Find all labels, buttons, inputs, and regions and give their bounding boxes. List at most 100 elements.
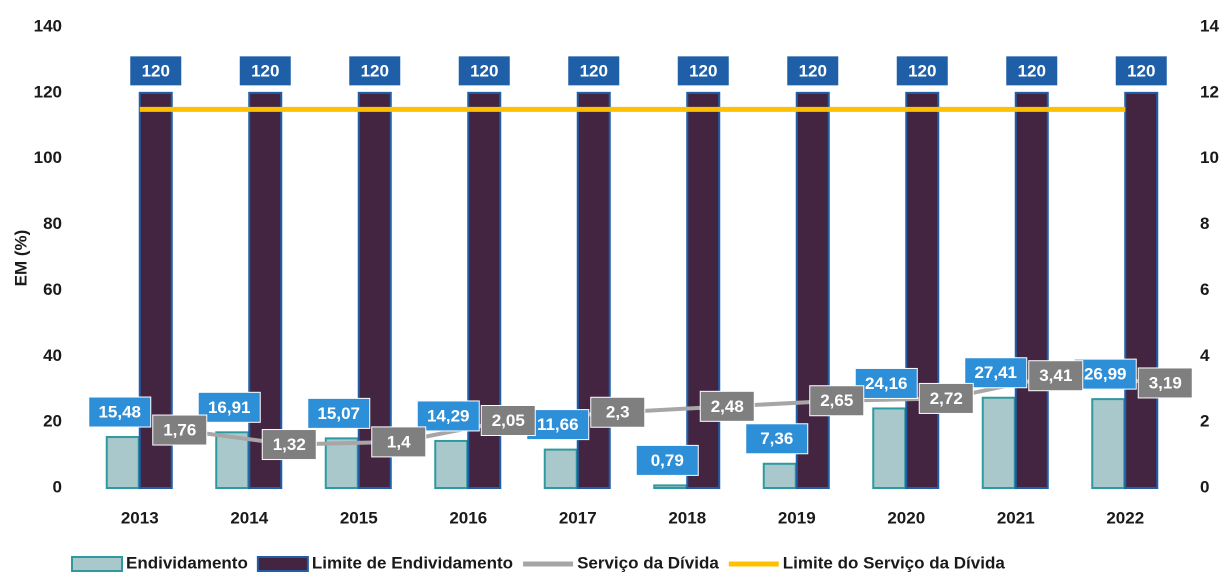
data-label: 7,36	[760, 429, 793, 448]
legend-swatch	[256, 556, 309, 572]
data-label: 120	[799, 61, 827, 80]
bar	[1014, 91, 1049, 489]
data-label-box	[457, 55, 511, 87]
bar	[981, 396, 1016, 490]
data-label-box	[152, 414, 208, 446]
data-label: 2,65	[820, 391, 853, 410]
data-label-box	[480, 404, 536, 436]
data-label: 26,99	[1084, 365, 1127, 384]
y-tick-label: 0	[53, 477, 62, 496]
x-tick-label: 2022	[1106, 508, 1144, 527]
data-label-box	[676, 55, 730, 87]
data-label-box	[88, 396, 152, 428]
bar	[1091, 398, 1126, 490]
bar	[215, 431, 250, 489]
y-tick-label: 80	[43, 214, 62, 233]
data-label: 2,05	[492, 411, 525, 430]
bar	[653, 484, 688, 490]
data-label-box	[1028, 360, 1084, 392]
bar	[248, 91, 283, 489]
data-label: 1,32	[273, 435, 306, 454]
y-axis-label: EM (%)	[11, 230, 30, 287]
data-label: 1,4	[387, 432, 411, 451]
data-label: 2,72	[930, 389, 963, 408]
data-label-box	[371, 426, 427, 458]
y-tick-label: 60	[43, 280, 62, 299]
data-label-box	[1114, 55, 1168, 87]
data-label: 120	[580, 61, 608, 80]
x-tick-label: 2020	[887, 508, 925, 527]
data-label-box	[699, 390, 755, 422]
legend-label: Limite de Endividamento	[312, 553, 513, 572]
data-label-box	[416, 400, 480, 432]
data-label-box	[129, 55, 183, 87]
y-tick-label: 140	[34, 16, 62, 35]
bar	[905, 91, 940, 489]
data-label-box	[895, 55, 949, 87]
bar	[872, 407, 907, 490]
y2-tick-label: 6	[1200, 280, 1209, 299]
x-tick-label: 2017	[559, 508, 597, 527]
data-label-box	[197, 391, 261, 423]
y-tick-label: 120	[34, 82, 62, 101]
x-tick-label: 2015	[340, 508, 378, 527]
x-tick-label: 2018	[668, 508, 706, 527]
y2-tick-label: 12	[1200, 82, 1219, 101]
data-label: 120	[1018, 61, 1046, 80]
data-label: 120	[361, 61, 389, 80]
y-tick-label: 100	[34, 148, 62, 167]
data-label: 27,41	[974, 363, 1017, 382]
legend-label: Endividamento	[126, 553, 248, 572]
data-label: 120	[1127, 61, 1155, 80]
data-label-box	[635, 444, 699, 476]
data-label: 15,07	[317, 404, 360, 423]
data-label: 120	[142, 61, 170, 80]
y-tick-label: 20	[43, 412, 62, 431]
data-label-box	[809, 385, 865, 417]
data-label: 3,19	[1149, 373, 1182, 392]
x-tick-label: 2014	[230, 508, 268, 527]
x-tick-label: 2021	[997, 508, 1035, 527]
data-label-box	[745, 423, 809, 455]
data-label-box	[348, 55, 402, 87]
bar	[324, 437, 359, 490]
y2-tick-label: 4	[1200, 346, 1210, 365]
y2-tick-label: 14	[1200, 16, 1219, 35]
data-label: 24,16	[865, 374, 908, 393]
data-label: 14,29	[427, 406, 470, 425]
bar	[762, 462, 797, 489]
data-label: 1,76	[163, 421, 196, 440]
data-label: 120	[689, 61, 717, 80]
y-tick-label: 40	[43, 346, 62, 365]
data-label-box	[1005, 55, 1059, 87]
data-label-box	[567, 55, 621, 87]
bar	[105, 436, 140, 490]
data-label-box	[1137, 367, 1193, 399]
y2-tick-label: 8	[1200, 214, 1209, 233]
data-label-box	[1073, 358, 1137, 390]
bar	[543, 448, 578, 489]
bar	[434, 439, 469, 489]
data-label-box	[964, 357, 1028, 389]
data-label-box	[307, 397, 371, 429]
bar	[795, 91, 830, 489]
data-label: 2,3	[606, 403, 630, 422]
data-label: 120	[908, 61, 936, 80]
y2-tick-label: 10	[1200, 148, 1219, 167]
y2-tick-label: 2	[1200, 412, 1209, 431]
data-label: 3,41	[1039, 366, 1072, 385]
data-label: 0,79	[651, 451, 684, 470]
data-label-box	[590, 396, 646, 428]
x-tick-label: 2013	[121, 508, 159, 527]
data-label: 120	[470, 61, 498, 80]
bar	[1124, 91, 1159, 489]
data-label-box	[526, 409, 590, 441]
x-tick-label: 2019	[778, 508, 816, 527]
data-label: 2,48	[711, 397, 744, 416]
data-label: 15,48	[98, 403, 141, 422]
x-tick-label: 2016	[449, 508, 487, 527]
y2-tick-label: 0	[1200, 477, 1209, 496]
data-label: 120	[251, 61, 279, 80]
data-label: 16,91	[208, 398, 251, 417]
